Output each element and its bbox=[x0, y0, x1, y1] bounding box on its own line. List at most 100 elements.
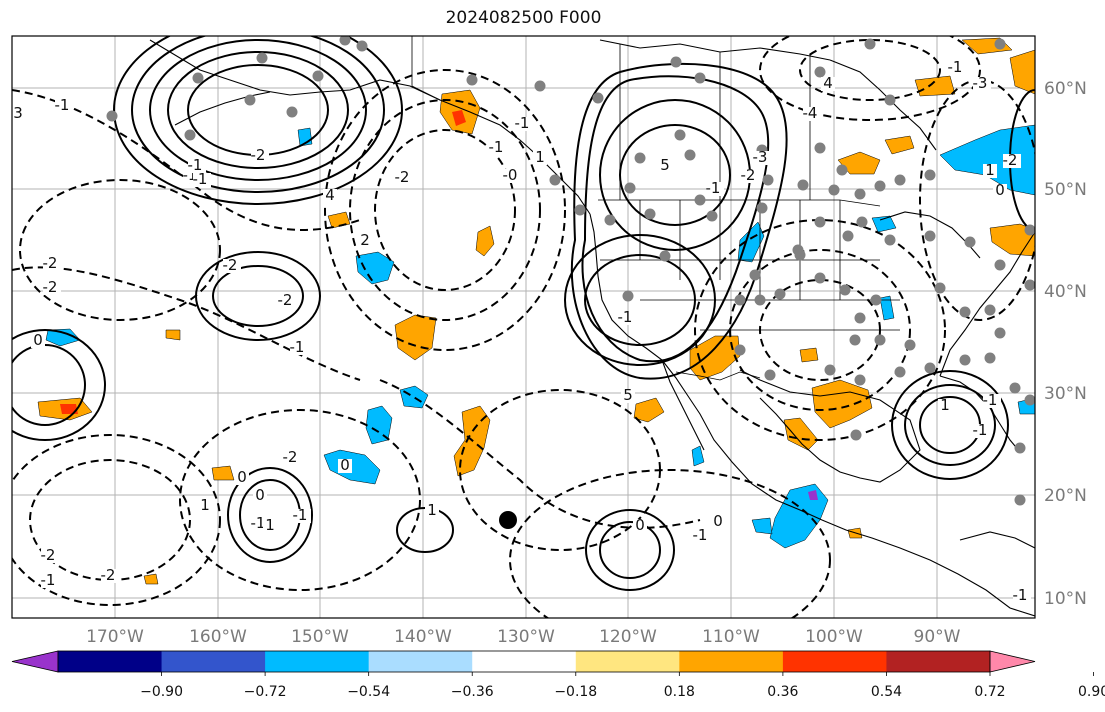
contour-label-bg bbox=[938, 399, 952, 413]
contour-label-group: -2 bbox=[278, 291, 296, 309]
station-dot bbox=[764, 369, 776, 381]
contour-label-group: 0 bbox=[253, 486, 267, 504]
pos-contour bbox=[570, 62, 788, 380]
contour-label: -1 bbox=[41, 571, 56, 589]
contour-label-bg bbox=[101, 569, 119, 583]
colorbar-tick-label: 0.36 bbox=[767, 684, 798, 700]
contour-label: -1 bbox=[1013, 586, 1028, 604]
coast-eastus bbox=[939, 231, 1035, 377]
colorbar-tick-label: −0.18 bbox=[554, 684, 597, 700]
colorbar-frame bbox=[57, 650, 991, 673]
pos-contour bbox=[149, 39, 367, 181]
station-dot bbox=[884, 234, 896, 246]
longitude-labels: 170°W 160°W 150°W 140°W 130°W 120°W 110°W 100°W… bbox=[86, 627, 961, 647]
contour-label: 0 bbox=[340, 456, 350, 474]
contour-label-bg bbox=[263, 519, 277, 533]
contour-label-bg bbox=[278, 294, 296, 308]
contour-label-bg bbox=[618, 311, 636, 325]
contour-label-bg bbox=[621, 389, 635, 403]
contour-label-group: -1 bbox=[618, 308, 636, 326]
coast-canada-north bbox=[599, 39, 831, 61]
contour-label: -1 bbox=[290, 338, 305, 356]
station-dot bbox=[706, 210, 718, 222]
contour-label: -1 bbox=[693, 526, 708, 544]
station-dot bbox=[994, 327, 1006, 339]
station-dot bbox=[754, 294, 766, 306]
colorbar-tick-label: −0.90 bbox=[140, 684, 183, 700]
pos-contour bbox=[599, 99, 751, 251]
patch-purple bbox=[808, 490, 818, 500]
contour-label-bg bbox=[633, 519, 647, 533]
contour-label: 5 bbox=[660, 156, 670, 174]
contour-label: -2 bbox=[43, 278, 58, 296]
pos-contour bbox=[585, 509, 675, 591]
contour-label-bg bbox=[358, 234, 372, 248]
colorbar-tick-label: −0.36 bbox=[451, 684, 494, 700]
longitude-label: 150°W bbox=[291, 627, 349, 647]
contour-label-bg bbox=[658, 159, 672, 173]
contour-label-bg bbox=[253, 489, 267, 503]
contour-label-bg bbox=[973, 77, 991, 91]
contour-label-group: 0 bbox=[633, 516, 647, 534]
patch-orange bbox=[1009, 49, 1035, 95]
station-dot bbox=[244, 94, 256, 106]
pos-contour bbox=[891, 370, 1009, 480]
contour-label: -2 bbox=[101, 566, 116, 584]
contour-label-bg bbox=[12, 107, 25, 121]
contour-label-group: -3 bbox=[973, 74, 991, 92]
station-dot bbox=[574, 204, 586, 216]
contour-label-group: -2 bbox=[43, 254, 61, 272]
contour-label-bg bbox=[395, 171, 413, 185]
pos-contour bbox=[131, 36, 385, 193]
station-dot bbox=[734, 294, 746, 306]
station-dot bbox=[286, 106, 298, 118]
patch-orange bbox=[884, 135, 915, 155]
colorbar-extend-high bbox=[989, 650, 1036, 673]
contour-label-group: -2 bbox=[283, 448, 301, 466]
colorbar-segment bbox=[58, 651, 163, 672]
contour-label-bg bbox=[193, 173, 211, 187]
contour-label: -2 bbox=[1003, 151, 1018, 169]
contour-label-group: -1 bbox=[489, 138, 507, 156]
station-dot bbox=[894, 174, 906, 186]
contour-label-group: 4 bbox=[821, 74, 835, 92]
contour-label-bg bbox=[948, 61, 966, 75]
colorbar-tick-label: 0.72 bbox=[974, 684, 1005, 700]
pos-contour bbox=[195, 251, 321, 341]
contour-label-bg bbox=[1013, 589, 1031, 603]
station-dot bbox=[797, 179, 809, 191]
contour-label: 0 bbox=[995, 181, 1005, 199]
station-dot bbox=[1014, 442, 1026, 454]
colorbar-tick-label: −0.72 bbox=[244, 684, 287, 700]
colorbar-segment bbox=[161, 651, 266, 672]
contour-label: -4 bbox=[803, 104, 818, 122]
station-dot bbox=[312, 70, 324, 82]
contour-label-group: -3 bbox=[753, 148, 771, 166]
station-dot bbox=[934, 282, 946, 294]
contour-label: 1 bbox=[427, 501, 437, 519]
contour-label-group: -1 bbox=[55, 96, 73, 114]
patch-blue bbox=[45, 328, 81, 347]
station-dot bbox=[814, 142, 826, 154]
contour-label: 1 bbox=[535, 148, 545, 166]
latitude-label: 50°N bbox=[1044, 180, 1087, 200]
contour-label-bg bbox=[753, 151, 771, 165]
contour-label: -1 bbox=[515, 114, 530, 132]
contour-label-group: -1 bbox=[973, 421, 991, 439]
contour-label: -1 bbox=[973, 421, 988, 439]
station-dot bbox=[959, 354, 971, 366]
contour-label-group: -1 bbox=[706, 179, 724, 197]
station-dots bbox=[106, 36, 1035, 506]
station-dot bbox=[622, 290, 634, 302]
station-dot bbox=[184, 129, 196, 141]
latitude-label: 30°N bbox=[1044, 384, 1087, 404]
contour-labels: -13-2-20-11-2-2-1-1-1-24-2-200-1 -1-2 01-1… bbox=[12, 58, 1031, 604]
contour-label-group: -0 bbox=[503, 166, 521, 184]
latitude-labels: 60°N 50°N 40°N 30°N 20°N 10°N bbox=[1044, 79, 1087, 609]
station-dot bbox=[1024, 394, 1035, 406]
contour-label-group: -2 bbox=[251, 146, 269, 164]
contour-label-bg bbox=[223, 259, 241, 273]
contour-label: 0 bbox=[33, 331, 43, 349]
longitude-label: 130°W bbox=[497, 627, 555, 647]
contour-label-group: -1 bbox=[983, 391, 1001, 409]
